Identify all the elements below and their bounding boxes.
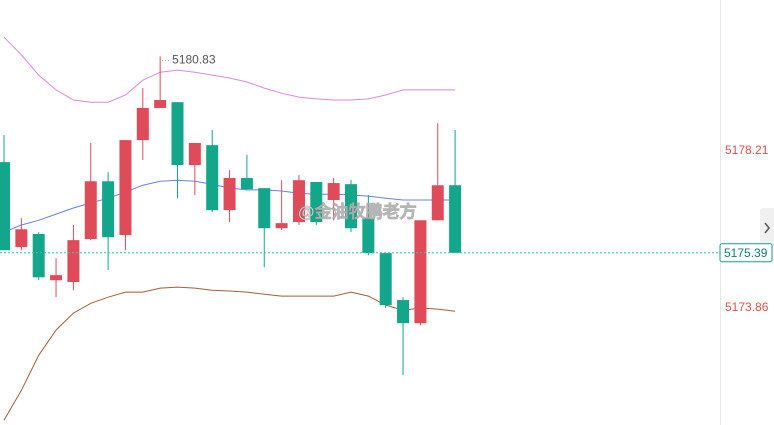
expand-tab[interactable] [760,208,774,248]
candle-body [327,183,340,201]
candle-body [275,223,288,229]
last-price-box [719,243,773,263]
band-line [3,36,456,103]
y-tick-label: 5173.86 [725,300,769,314]
candle-body [345,184,357,229]
candle-body [292,180,305,223]
y-tick-label: 5178.21 [725,143,769,157]
candle-body [102,181,115,238]
expand-arrow[interactable] [764,222,770,234]
candle-body [119,140,132,236]
candle-body [414,220,427,324]
watermark: @金油牧鹏老方 [298,201,417,221]
candle-body [50,275,63,281]
candle-body [171,102,184,166]
candle-body [240,178,253,190]
candle-body [310,181,323,223]
last-price-label: 5175.39 [724,246,768,260]
max-annotation: 5180.83 [172,53,216,67]
candle-body [136,107,149,141]
candle-body [0,162,10,251]
candle-body [206,145,219,211]
candle-body [379,253,392,306]
candle-body [223,178,236,211]
candle-body [84,181,97,240]
candle-body [188,142,201,166]
candle-body [431,185,444,221]
candle-body [258,188,271,229]
band-line [3,286,456,421]
candle-body [15,229,28,247]
candle-body [32,233,45,278]
candle-body [362,218,375,254]
candle-body [397,300,410,324]
candle-body [449,185,462,253]
candle-body [154,100,167,108]
candle-body [67,240,80,283]
